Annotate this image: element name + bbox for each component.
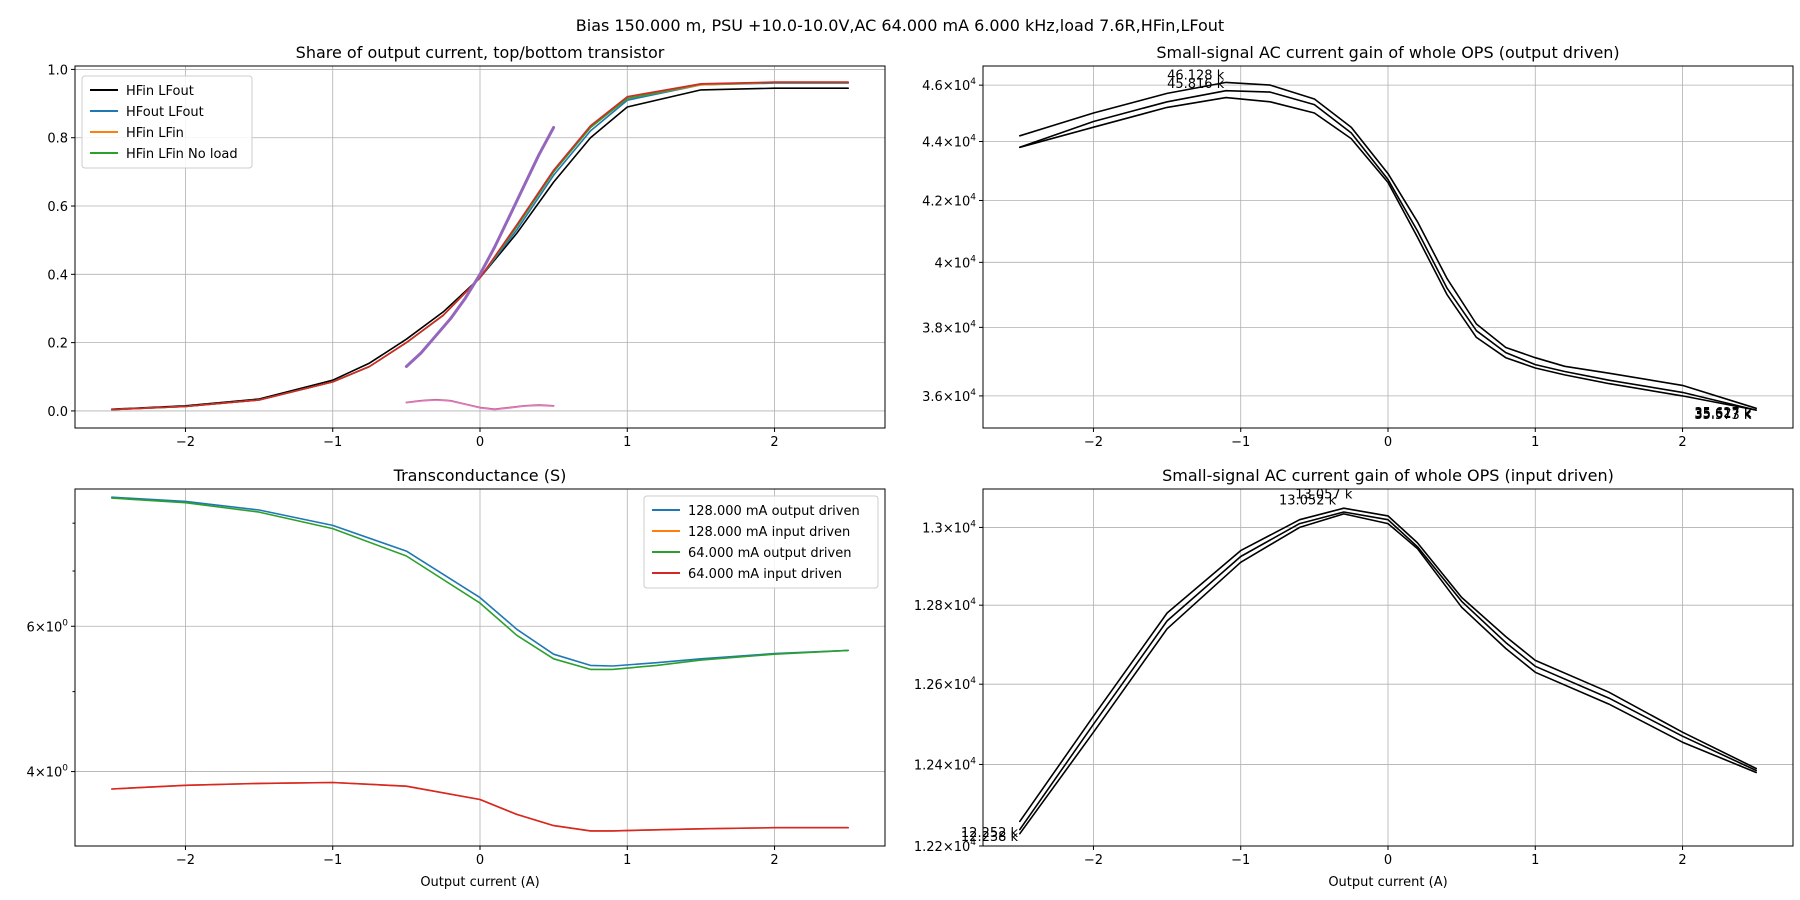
chart-transconductance-frame (74, 488, 886, 847)
chart-share-legend-label: HFin LFin (126, 126, 184, 141)
chart-share-xtick-label: 2 (770, 435, 778, 450)
chart-transconductance-legend-label: 64.000 mA input driven (688, 567, 842, 582)
chart-transconductance-legend-label: 64.000 mA output driven (688, 546, 851, 561)
chart-share-title: Share of output current, top/bottom tran… (296, 43, 665, 62)
chart-transconductance-xtick-label: −1 (323, 853, 342, 868)
chart-gain_out-annotation: 35.573 k (1694, 408, 1752, 423)
chart-gain_out-annotation: 46.128 k (1167, 69, 1225, 84)
chart-share-series-5-line (404, 126, 556, 368)
chart-gain_out-ytick-label: 4.6×104 (922, 77, 976, 94)
chart-transconductance-title: Transconductance (S) (393, 466, 567, 485)
chart-gain_out-ytick-label: 3.8×104 (922, 319, 976, 336)
chart-gain_out-ytick-label: 4.4×104 (922, 134, 976, 151)
chart-gain_in-series-0-line (1018, 507, 1757, 823)
chart-share-ytick-label: 0.6 (47, 200, 68, 215)
chart-share-legend: HFin LFout HFout LFout HFin LFin HFin LFin … (81, 75, 253, 169)
chart-share-xtick-label: 0 (476, 435, 484, 450)
chart-share-legend-label: HFin LFin No load (126, 147, 238, 162)
chart-gain_in-annotation: 12.238 k (961, 830, 1019, 845)
chart-gain_out-xtick-label: 2 (1678, 435, 1686, 450)
chart-gain_out-series-2-line (1018, 96, 1757, 411)
chart-gain_in-frame (982, 488, 1794, 847)
chart-gain_out-xtick-label: −1 (1231, 435, 1250, 450)
chart-gain_out-series-1-line (1018, 89, 1757, 411)
chart-gain_out-annotation: 35.627 k (1694, 406, 1752, 421)
chart-gain_out-annotation: 35.617 k (1694, 407, 1752, 422)
chart-transconductance-xlabel: Output current (A) (420, 875, 539, 890)
chart-transconductance-xtick-label: 0 (476, 853, 484, 868)
chart-gain_out-xtick-label: 0 (1384, 435, 1392, 450)
chart-gain_in-annotation: 12.252 k (961, 826, 1019, 841)
chart-gain_in-ytick-label: 1.24×104 (914, 756, 976, 773)
chart-share-xtick-label: −2 (176, 435, 195, 450)
chart-transconductance-series-2-line (111, 497, 850, 671)
chart-transconductance-legend-label: 128.000 mA output driven (688, 504, 860, 519)
chart-transconductance-legend-box (643, 495, 879, 589)
chart-gain_in-ytick-label: 1.28×104 (914, 597, 976, 614)
chart-gain_out-xtick-label: 1 (1531, 435, 1539, 450)
chart-gain_in-annotation: 13.057 k (1295, 488, 1353, 503)
chart-gain_in-title: Small-signal AC current gain of whole OP… (1162, 466, 1614, 485)
chart-share-series-4-line (111, 81, 850, 411)
chart-share-ytick-label: 0.2 (47, 337, 68, 352)
chart-gain_in-annotation: 13.052 k (1279, 493, 1337, 508)
chart-gain_in-xtick-label: −1 (1231, 853, 1250, 868)
chart-transconductance-series-3-line (111, 781, 850, 832)
chart-share-legend-label: HFout LFout (126, 105, 204, 120)
chart-share-ytick-label: 0.4 (47, 268, 68, 283)
chart-share-legend-label: HFin LFout (126, 84, 194, 99)
chart-gain_in-ytick-label: 1.26×104 (914, 676, 976, 693)
chart-share-frame (74, 65, 886, 429)
chart-gain_out-xtick-label: −2 (1084, 435, 1103, 450)
chart-transconductance-legend-label: 128.000 mA input driven (688, 525, 850, 540)
chart-transconductance-legend: 128.000 mA output driven 128.000 mA input… (643, 495, 879, 589)
chart-gain_out-ytick-label: 3.6×104 (922, 388, 976, 405)
chart-gain_out-frame (982, 65, 1794, 429)
chart-gain_in-series-1-line (1018, 511, 1757, 831)
chart-gain_in-ytick-label: 1.3×104 (922, 519, 976, 536)
chart-gain_out-series-0-line (1018, 81, 1757, 410)
chart-transconductance: −2 −1 0 1 2 4×100 6×100 Transconductance (S) Out… (27, 466, 886, 890)
chart-gain_in-xtick-label: −2 (1084, 853, 1103, 868)
chart-gain-input-driven: −2 −1 0 1 2 1.22×104 1.24×104 1.26×104 1.28×104 1… (914, 466, 1794, 890)
chart-share-ytick-label: 0.8 (47, 132, 68, 147)
chart-gain_in-xtick-label: 0 (1384, 853, 1392, 868)
figure-suptitle: Bias 150.000 m, PSU +10.0-10.0V,AC 64.00… (576, 16, 1224, 35)
chart-share-xtick-label: 1 (623, 435, 631, 450)
chart-transconductance-xtick-label: −2 (176, 853, 195, 868)
chart-gain_in-ytick-label: 1.22×104 (914, 838, 976, 855)
chart-transconductance-xtick-label: 1 (623, 853, 631, 868)
chart-gain_in-series-2-line (1018, 513, 1757, 835)
chart-share-legend-box (81, 75, 253, 169)
chart-share-ytick-label: 0.0 (47, 405, 68, 420)
chart-share-ytick-label: 1.0 (47, 63, 68, 78)
chart-gain_in-xtick-label: 2 (1678, 853, 1686, 868)
chart-transconductance-series-0-line (111, 496, 850, 667)
chart-transconductance-xtick-label: 2 (770, 853, 778, 868)
chart-gain_out-ytick-label: 4×104 (935, 254, 977, 271)
chart-gain_out-title: Small-signal AC current gain of whole OP… (1156, 43, 1619, 62)
chart-share-of-output-current: −2 −1 0 1 2 0.0 0.2 0.4 0.6 0.8 1.0 Share of output… (47, 43, 886, 450)
chart-gain_in-xtick-label: 1 (1531, 853, 1539, 868)
chart-transconductance-ytick-label: 6×100 (27, 618, 69, 635)
chart-gain_out-ytick-label: 4.2×104 (922, 192, 976, 209)
chart-gain_out-annotation: 45.816 k (1167, 77, 1225, 92)
chart-share-series-7-line (405, 399, 555, 411)
chart-share-xtick-label: −1 (323, 435, 342, 450)
chart-gain-output-driven: −2 −1 0 1 2 3.6×104 3.8×104 4×104 4.2×104 4.4×104… (922, 43, 1794, 450)
chart-gain_in-xlabel: Output current (A) (1328, 875, 1447, 890)
chart-transconductance-ytick-label: 4×100 (27, 764, 69, 781)
